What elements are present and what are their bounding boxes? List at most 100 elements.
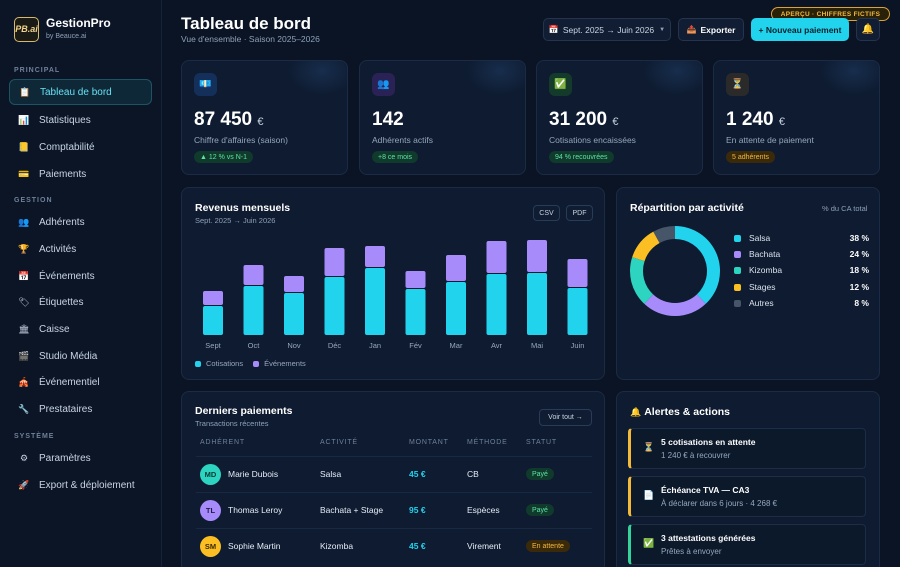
bell-icon: 🔔 xyxy=(861,24,875,35)
bar-cotisations-Avr xyxy=(486,274,507,335)
x-tick-label: Déc xyxy=(328,341,342,350)
alert-item-attestations[interactable]: ✅ 3 attestations générées Prêtes à envoy… xyxy=(628,524,866,565)
stat-value: 87 450 xyxy=(194,109,253,130)
sidebar: PB.ai GestionPro by Beauce.ai PRINCIPAL … xyxy=(0,0,162,567)
sidebar-item-etiquettes[interactable]: 🏷 Étiquettes xyxy=(18,296,84,308)
export-button[interactable]: 📤 Exporter xyxy=(678,18,744,41)
chart-legend: Cotisations Événements xyxy=(195,359,306,368)
sidebar-item-tableau-de-bord[interactable]: 📋 Tableau de bord xyxy=(9,79,152,105)
venue-icon: 🎪 xyxy=(18,376,30,387)
sidebar-item-paiements[interactable]: 💳 Paiements xyxy=(18,168,87,180)
pdf-button[interactable]: PDF xyxy=(566,205,593,221)
column-header-statut: STATUT xyxy=(526,439,557,446)
logo: PB.ai xyxy=(14,16,39,42)
amount: 95 € xyxy=(409,505,426,515)
sidebar-item-statistiques[interactable]: 📊 Statistiques xyxy=(18,114,91,126)
stat-card-pending: ⏳ 1 240 € En attente de paiement 5 adhér… xyxy=(713,60,880,175)
alert-item-pending[interactable]: ⏳ 5 cotisations en attente 1 240 € à rec… xyxy=(628,428,866,469)
x-tick-label: Juin xyxy=(571,341,585,350)
sidebar-item-prestataires[interactable]: 🔧 Prestataires xyxy=(18,403,93,415)
stat-card-revenue: 💶 87 450 € Chiffre d'affaires (saison) ▲… xyxy=(181,60,348,175)
member-name: Sophie Martin xyxy=(228,541,281,551)
tag-icon: 🏷 xyxy=(18,296,30,307)
column-header-activite: ACTIVITÉ xyxy=(320,439,358,446)
x-tick-label: Mai xyxy=(531,341,543,350)
bar-evenements-Juin xyxy=(567,259,588,287)
legend-dot xyxy=(734,266,741,274)
stat-badge: 5 adhérents xyxy=(726,151,775,163)
sidebar-item-parametres[interactable]: ⚙ Paramètres xyxy=(19,452,91,464)
sidebar-item-comptabilite[interactable]: 📒 Comptabilité xyxy=(18,141,95,153)
table-row[interactable]: TL Thomas Leroy Bachata + Stage 95 € Esp… xyxy=(196,492,592,528)
alert-title: 3 attestations générées xyxy=(661,533,756,543)
credit-card-icon: 💳 xyxy=(18,168,30,179)
sidebar-item-activites[interactable]: 🏆 Activités xyxy=(18,243,77,255)
section-gestion: GESTION xyxy=(14,197,53,204)
brand[interactable]: PB.ai GestionPro by Beauce.ai xyxy=(14,16,111,42)
section-principal: PRINCIPAL xyxy=(14,67,61,74)
method: CB xyxy=(467,469,479,479)
repartition-donut-chart xyxy=(630,226,720,316)
table-row[interactable]: MD Marie Dubois Salsa 45 € CB Payé xyxy=(196,456,592,492)
see-all-button[interactable]: Voir tout → xyxy=(539,409,592,426)
bar-evenements-Avr xyxy=(486,241,507,273)
trophy-icon: 🏆 xyxy=(18,243,30,254)
bar-evenements-Sept xyxy=(203,291,223,305)
chevron-down-icon: ▼ xyxy=(659,26,666,33)
legend-row-bachata: Bachata 24 % xyxy=(734,248,869,260)
stat-value: 31 200 xyxy=(549,109,608,130)
legend-cotisations: Cotisations xyxy=(206,359,244,368)
stat-value: 142 xyxy=(372,109,404,130)
x-tick-label: Fév xyxy=(409,341,422,350)
x-tick-label: Mar xyxy=(450,341,463,350)
revenue-title: Revenus mensuels xyxy=(195,202,291,214)
bar-cotisations-Mai xyxy=(527,273,547,335)
repartition-title: Répartition par activité xyxy=(630,202,744,214)
legend-dot xyxy=(734,283,741,291)
new-payment-button[interactable]: + Nouveau paiement xyxy=(751,18,849,41)
stat-card-members: 👥 142 Adhérents actifs +8 ce mois xyxy=(359,60,526,175)
legend-swatch-evenements xyxy=(253,360,260,367)
csv-button[interactable]: CSV xyxy=(533,205,560,221)
x-tick-label: Jan xyxy=(369,341,381,350)
bar-evenements-Oct xyxy=(243,265,264,285)
amount: 45 € xyxy=(409,541,426,551)
people-icon: 👥 xyxy=(372,73,395,96)
bell-icon: 🔔 xyxy=(630,407,642,417)
donut-slice-bachata xyxy=(644,294,706,316)
bar-evenements-Jan xyxy=(365,246,385,267)
alert-item-tva[interactable]: 📄 Échéance TVA — CA3 À déclarer dans 6 j… xyxy=(628,476,866,517)
bar-cotisations-Déc xyxy=(324,277,345,335)
gear-icon: ⚙ xyxy=(19,452,29,463)
legend-row-kizomba: Kizomba 18 % xyxy=(734,264,869,276)
bar-cotisations-Nov xyxy=(284,293,304,335)
alerts-title: Alertes & actions xyxy=(644,406,730,418)
page-subtitle: Vue d'ensemble · Saison 2025–2026 xyxy=(181,34,320,44)
x-tick-label: Nov xyxy=(287,341,301,350)
section-systeme: SYSTÈME xyxy=(14,433,55,440)
date-range-select[interactable]: 📅 Sept. 2025 → Juin 2026 ▼ xyxy=(543,18,671,41)
notifications-button[interactable]: 🔔 xyxy=(856,18,880,41)
alert-title: 5 cotisations en attente xyxy=(661,437,756,447)
sidebar-item-evenements[interactable]: 📅 Événements xyxy=(18,270,95,282)
legend-row-autres: Autres 8 % xyxy=(734,297,869,309)
hourglass-icon: ⏳ xyxy=(643,442,655,452)
sidebar-item-adherents[interactable]: 👥 Adhérents xyxy=(18,216,85,228)
sidebar-item-evenementiel[interactable]: 🎪 Événementiel xyxy=(18,376,100,388)
alert-title: Échéance TVA — CA3 xyxy=(661,485,750,495)
sidebar-item-studio-media[interactable]: 🎬 Studio Média xyxy=(18,350,98,362)
stat-value: 1 240 xyxy=(726,109,774,130)
x-tick-label: Avr xyxy=(491,341,503,350)
sidebar-item-export-deploiement[interactable]: 🚀 Export & déploiement xyxy=(18,479,135,491)
table-row[interactable]: SM Sophie Martin Kizomba 45 € Virement E… xyxy=(196,528,592,564)
donut-slice-autres xyxy=(653,226,675,243)
stat-badge: +8 ce mois xyxy=(372,151,419,163)
sidebar-item-caisse[interactable]: 🏛 Caisse xyxy=(18,323,70,335)
bank-icon: 🏛 xyxy=(18,323,30,334)
donut-slice-stages xyxy=(632,231,660,262)
alert-subtitle: Prêtes à envoyer xyxy=(661,547,722,556)
stat-badge: ▲ 12 % vs N-1 xyxy=(194,151,253,163)
bar-evenements-Fév xyxy=(405,271,426,288)
brand-subtitle: by Beauce.ai xyxy=(46,33,87,40)
payments-title: Derniers paiements xyxy=(195,405,293,417)
